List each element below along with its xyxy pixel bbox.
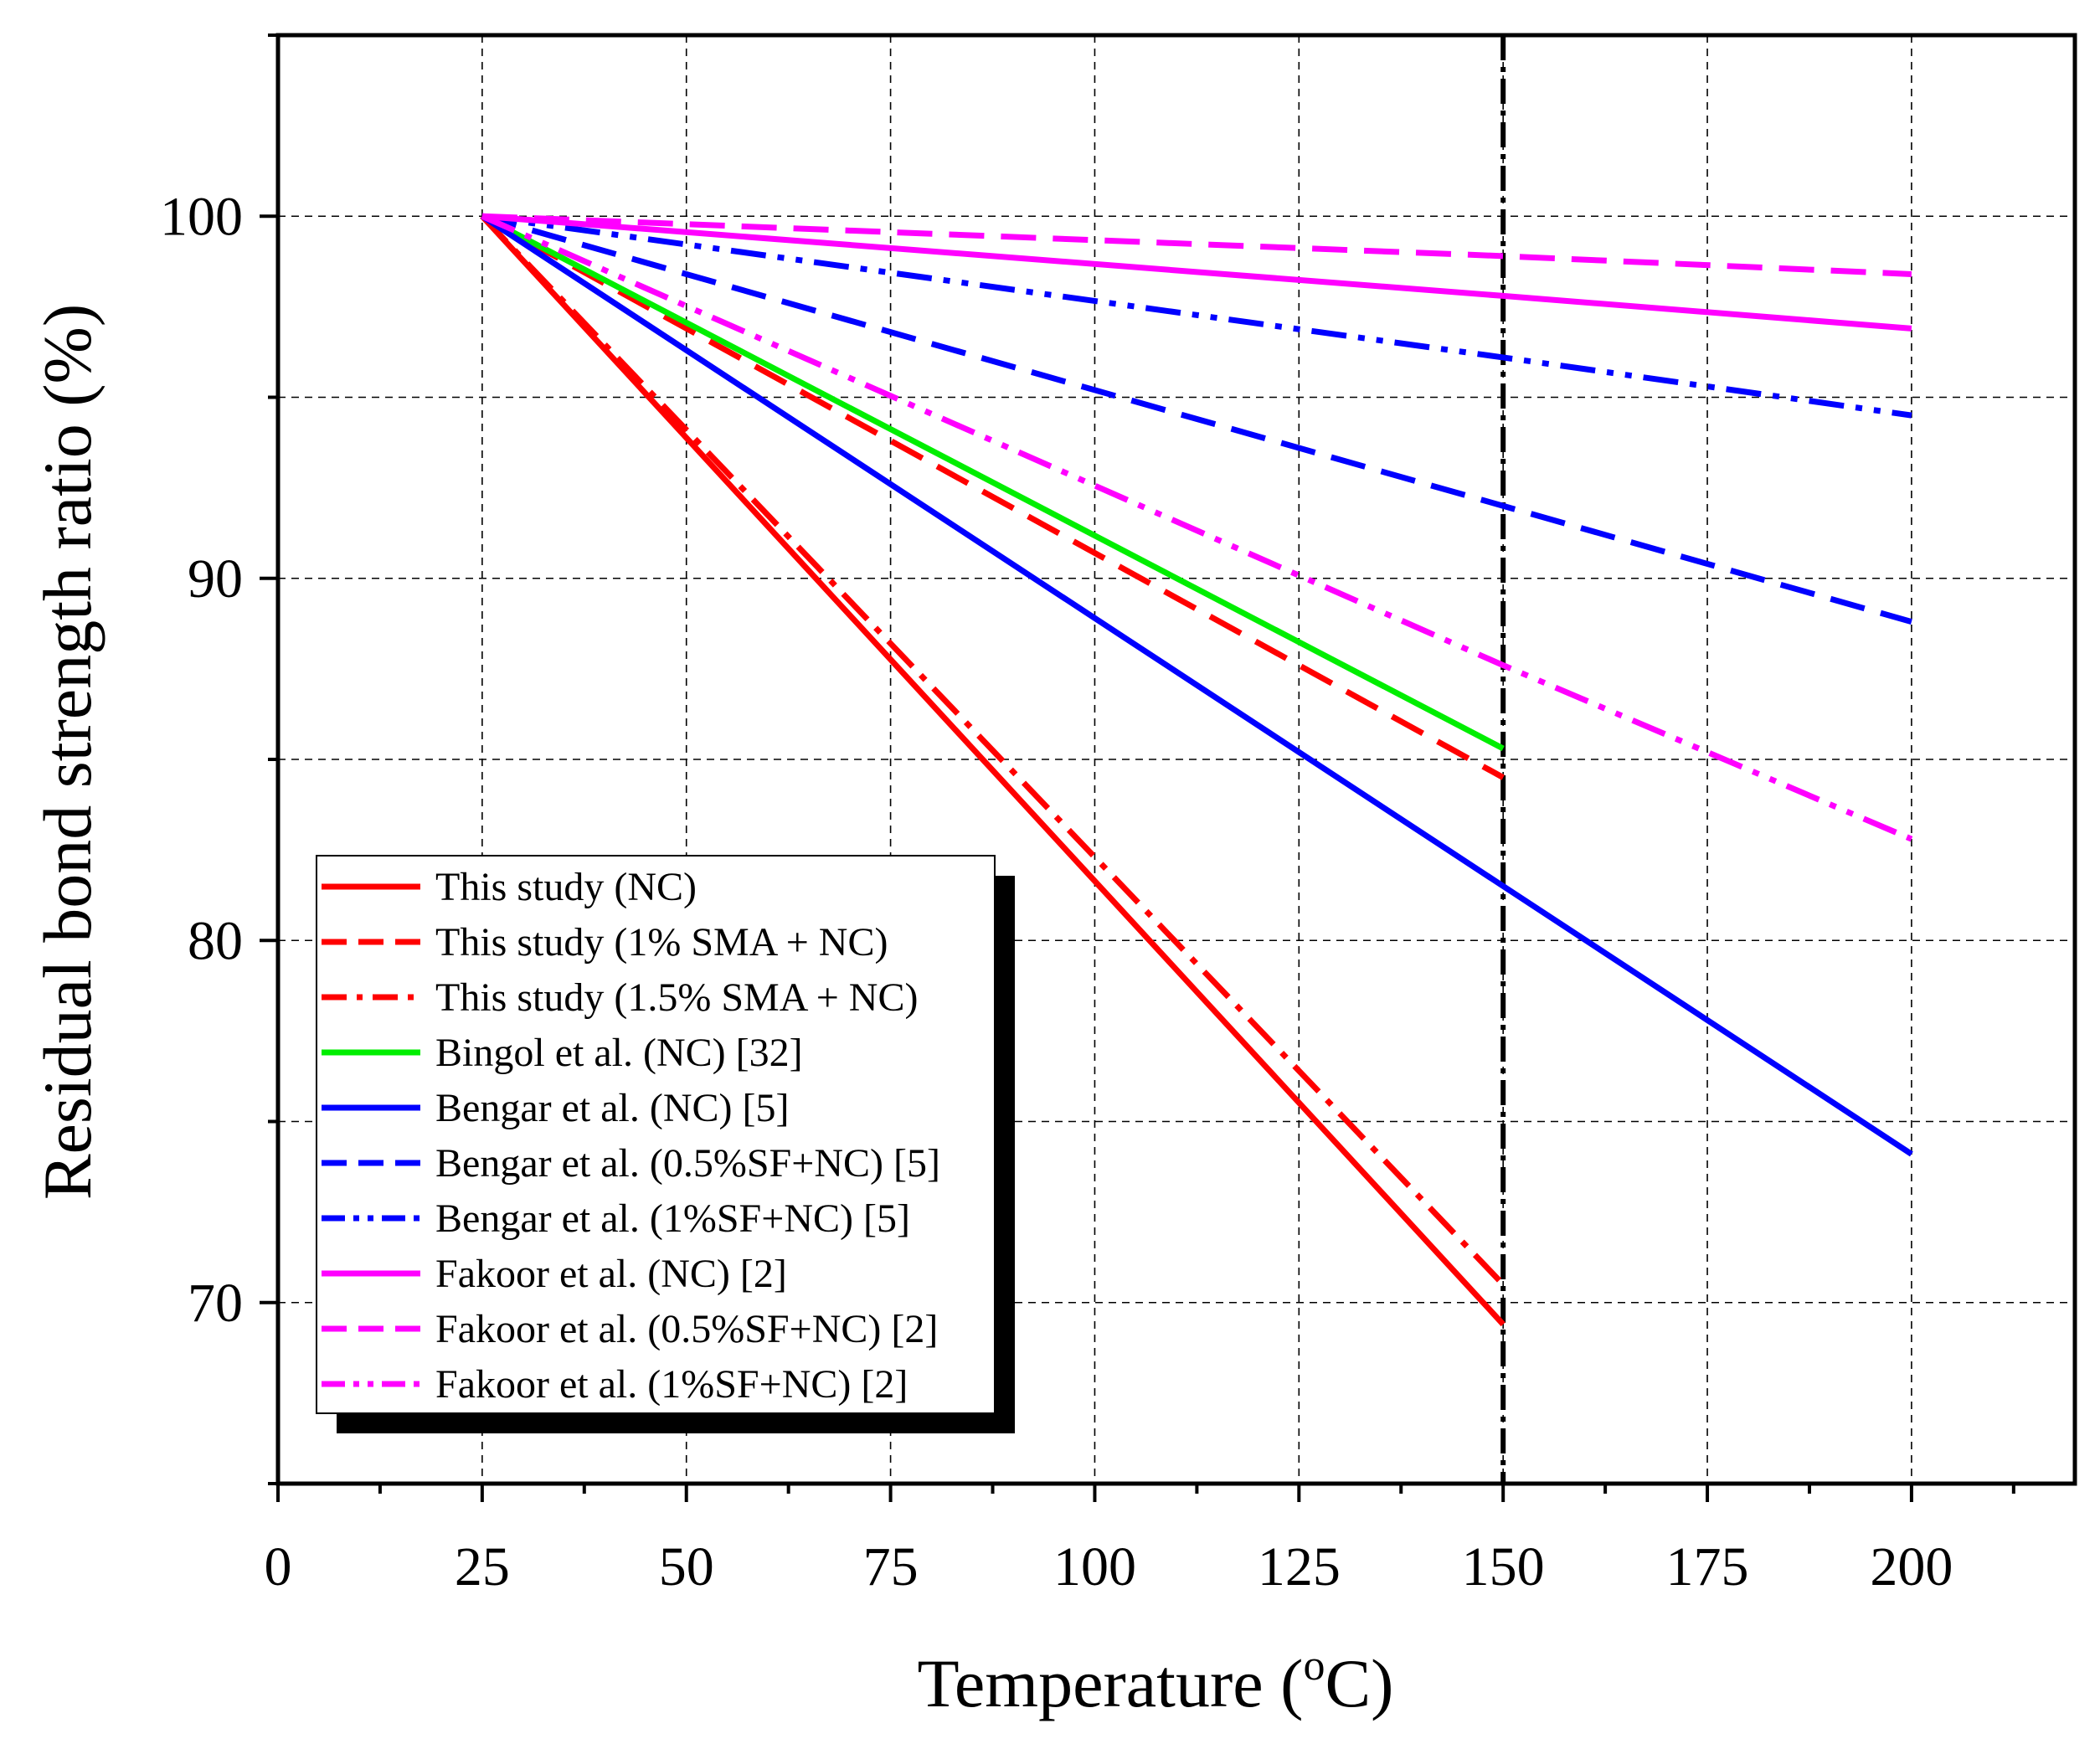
legend-label-5: Bengar et al. (NC) [5] bbox=[435, 1086, 790, 1130]
series-line-2 bbox=[481, 213, 1505, 780]
series-line-1 bbox=[480, 213, 1506, 1327]
x-tick-label: 125 bbox=[1258, 1536, 1341, 1597]
y-tick-label: 70 bbox=[188, 1273, 243, 1334]
legend-label-3: This study (1.5% SMA + NC) bbox=[435, 975, 918, 1020]
y-axis-title: Residual bond strength ratio (%) bbox=[29, 304, 106, 1200]
y-tick-label: 100 bbox=[160, 186, 243, 247]
legend-label-8: Fakoor et al. (NC) [2] bbox=[435, 1252, 787, 1296]
series-layer bbox=[480, 213, 1913, 1327]
x-tick-label: 25 bbox=[455, 1536, 510, 1597]
legend-label-2: This study (1% SMA + NC) bbox=[435, 920, 888, 965]
x-axis-title: Temperature (oC) bbox=[918, 1642, 1394, 1721]
x-axis-title-base: Temperature ( bbox=[918, 1645, 1304, 1721]
series-line-4 bbox=[481, 213, 1505, 752]
series-line-3 bbox=[480, 213, 1506, 1287]
legend-label-6: Bengar et al. (0.5%SF+NC) [5] bbox=[435, 1141, 940, 1186]
series-line-7 bbox=[481, 213, 1912, 419]
series-line-5 bbox=[480, 213, 1913, 1157]
legend: This study (NC) This study (1% SMA + NC) T… bbox=[316, 855, 1015, 1433]
legend-label-10: Fakoor et al. (1%SF+NC) [2] bbox=[435, 1362, 908, 1407]
series-line-10 bbox=[481, 213, 1913, 842]
series-line-6 bbox=[481, 213, 1912, 625]
x-tick-label: 175 bbox=[1666, 1536, 1749, 1597]
x-tick-label: 100 bbox=[1053, 1536, 1136, 1597]
x-tick-labels: 0 25 50 75 100 125 150 175 200 bbox=[265, 1536, 1953, 1597]
axis-ticks bbox=[260, 33, 2015, 1502]
legend-label-4: Bingol et al. (NC) [32] bbox=[435, 1031, 803, 1075]
x-tick-label: 50 bbox=[659, 1536, 714, 1597]
x-tick-label: 200 bbox=[1870, 1536, 1953, 1597]
legend-box bbox=[316, 855, 996, 1414]
series-line-8 bbox=[481, 213, 1912, 332]
legend-items: This study (NC) This study (1% SMA + NC) T… bbox=[322, 865, 940, 1407]
x-axis-title-unit: C) bbox=[1325, 1645, 1393, 1721]
y-tick-label: 90 bbox=[188, 548, 243, 610]
legend-label-9: Fakoor et al. (0.5%SF+NC) [2] bbox=[435, 1307, 938, 1351]
legend-label-1: This study (NC) bbox=[435, 865, 697, 909]
x-tick-label: 150 bbox=[1462, 1536, 1545, 1597]
x-tick-label: 75 bbox=[863, 1536, 919, 1597]
y-tick-label: 80 bbox=[188, 910, 243, 971]
y-tick-labels: 70 80 90 100 bbox=[160, 186, 243, 1334]
legend-label-7: Bengar et al. (1%SF+NC) [5] bbox=[435, 1196, 910, 1241]
series-line-9 bbox=[481, 213, 1912, 277]
x-tick-label: 0 bbox=[265, 1536, 292, 1597]
x-axis-title-degree: o bbox=[1303, 1642, 1325, 1690]
